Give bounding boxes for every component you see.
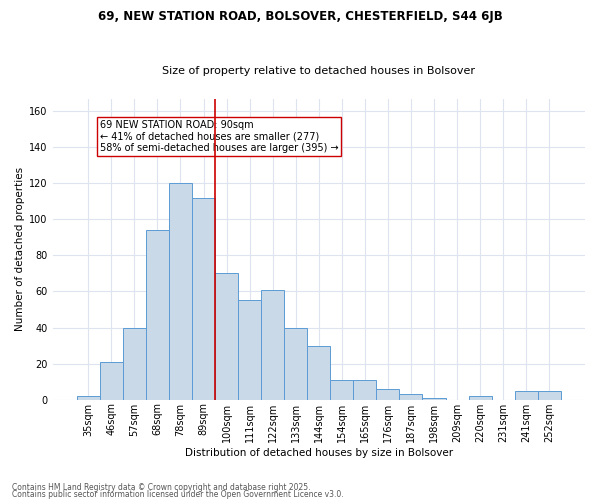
X-axis label: Distribution of detached houses by size in Bolsover: Distribution of detached houses by size … [185,448,453,458]
Bar [261,290,284,400]
Text: Contains HM Land Registry data © Crown copyright and database right 2025.: Contains HM Land Registry data © Crown c… [12,484,311,492]
Y-axis label: Number of detached properties: Number of detached properties [15,167,25,331]
Bar [169,184,192,400]
Bar [330,380,353,400]
Bar [376,389,400,400]
Bar [353,380,376,400]
Bar [400,394,422,400]
Bar [146,230,169,400]
Bar [215,274,238,400]
Bar [307,346,330,400]
Bar [538,390,561,400]
Bar [284,328,307,400]
Text: 69, NEW STATION ROAD, BOLSOVER, CHESTERFIELD, S44 6JB: 69, NEW STATION ROAD, BOLSOVER, CHESTERF… [98,10,502,23]
Title: Size of property relative to detached houses in Bolsover: Size of property relative to detached ho… [162,66,475,76]
Bar [77,396,100,400]
Bar [192,198,215,400]
Bar [123,328,146,400]
Text: Contains public sector information licensed under the Open Government Licence v3: Contains public sector information licen… [12,490,344,499]
Bar [469,396,491,400]
Bar [422,398,446,400]
Bar [100,362,123,400]
Text: 69 NEW STATION ROAD: 90sqm
← 41% of detached houses are smaller (277)
58% of sem: 69 NEW STATION ROAD: 90sqm ← 41% of deta… [100,120,338,154]
Bar [515,390,538,400]
Bar [238,300,261,400]
